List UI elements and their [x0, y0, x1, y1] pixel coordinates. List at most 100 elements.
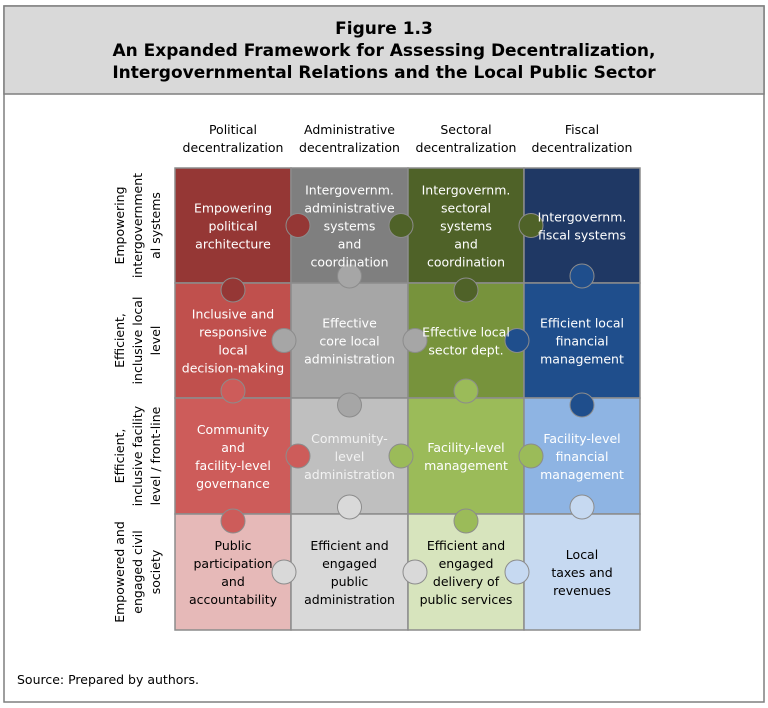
cell-text: Effective core local administration: [304, 316, 395, 367]
puzzle-knob: [337, 494, 362, 520]
cell-line: Community: [197, 422, 270, 437]
cell-line: coordination: [310, 255, 388, 270]
cell-line: governance: [196, 476, 270, 491]
cell-line: coordination: [427, 255, 505, 270]
puzzle-knob: [518, 443, 544, 469]
cell-line: management: [540, 352, 624, 367]
column-header: decentralization: [183, 140, 284, 155]
cell-text: Facility-level management: [424, 440, 508, 473]
cell-line: administration: [304, 352, 395, 367]
cell-line: financial: [556, 334, 609, 349]
puzzle-knob: [569, 392, 595, 418]
cell-line: Local: [566, 547, 598, 562]
puzzle-knob: [285, 443, 311, 469]
puzzle-knob: [285, 213, 311, 238]
cell-text: Local taxes and revenues: [551, 547, 612, 598]
cell-line: administrative: [304, 201, 395, 216]
row-header: Empowering intergovernment al systems: [112, 173, 163, 278]
row-header: Efficient, inclusive local level: [112, 297, 163, 385]
cell-line: architecture: [195, 237, 271, 252]
row-header: Efficient, inclusive facility level / fron…: [112, 405, 163, 506]
cell-text: Efficient local financial management: [540, 316, 624, 367]
cell-text: Intergovernm. administrative systems and coo…: [304, 183, 395, 270]
row-header-line: Empowering: [112, 186, 127, 264]
cell-text: Community-level administration: [304, 431, 395, 482]
cell-line: responsive: [199, 325, 267, 340]
column-header: decentralization: [299, 140, 400, 155]
row-header-line: Efficient,: [112, 313, 127, 368]
cell-line: level: [335, 449, 365, 464]
cell-text: Intergovernm. sectoral systems and coordinat…: [422, 183, 511, 270]
cell-text: Intergovernm. fiscal systems: [538, 210, 627, 243]
cell-text: Public participation and accountability: [189, 538, 278, 607]
column-header: decentralization: [532, 140, 633, 155]
puzzle-knob: [569, 494, 595, 520]
cell-text: Facility-level financial management: [540, 431, 624, 482]
cell-line: Efficient local: [540, 316, 624, 331]
cell-line: local: [218, 343, 247, 358]
cell-line: systems: [440, 219, 492, 234]
row-header: Empowered and engaged civil society: [112, 521, 163, 623]
puzzle-knob: [453, 277, 479, 303]
row-header-line: Efficient,: [112, 429, 127, 484]
column-header: Fiscal: [565, 122, 599, 137]
puzzle-knob: [518, 213, 544, 238]
cell-line: Facility-level: [427, 440, 504, 455]
row-header-line: level / front-line: [148, 406, 163, 505]
cell-line: engaged: [439, 556, 494, 571]
cell-line: and: [221, 574, 245, 589]
row-header-line: inclusive facility: [130, 405, 145, 506]
cell-line: political: [209, 219, 258, 234]
puzzle-knob: [402, 328, 428, 353]
puzzle-knob: [220, 378, 246, 404]
puzzle-knob: [402, 559, 428, 585]
figure-number: Figure 1.3: [335, 19, 433, 39]
puzzle-piece: [523, 282, 641, 399]
title-line: An Expanded Framework for Assessing Dece…: [112, 41, 655, 61]
puzzle-knob: [504, 559, 530, 585]
puzzle-grid: Empowering political architecture Intergove…: [174, 167, 641, 631]
cell-line: revenues: [553, 583, 611, 598]
cell-line: management: [424, 458, 508, 473]
cell-line: Efficient and: [310, 538, 388, 553]
row-header-line: intergovernment: [130, 173, 145, 278]
column-header: Sectoral: [440, 122, 491, 137]
cell-line: public: [331, 574, 369, 589]
column-header: decentralization: [416, 140, 517, 155]
title-line: Intergovernmental Relations and the Loca…: [112, 63, 656, 83]
puzzle-knob: [220, 277, 246, 303]
cell-line: and: [338, 237, 362, 252]
puzzle-piece: [407, 397, 525, 515]
cell-line: delivery of: [433, 574, 500, 589]
puzzle-piece: [174, 167, 292, 284]
cell-line: Facility-level: [543, 431, 620, 446]
column-header: Political: [209, 122, 257, 137]
puzzle-knob: [453, 508, 479, 534]
puzzle-knob: [569, 263, 595, 289]
cell-line: public services: [420, 592, 513, 607]
puzzle-knob: [453, 378, 479, 404]
cell-line: sector dept.: [428, 343, 503, 358]
puzzle-knob: [337, 263, 362, 289]
cell-line: Inclusive and: [192, 307, 274, 322]
cell-line: engaged: [322, 556, 377, 571]
cell-line: Empowering: [194, 201, 272, 216]
cell-line: Efficient and: [427, 538, 505, 553]
cell-line: decision-making: [182, 361, 284, 376]
cell-line: taxes and: [551, 565, 612, 580]
cell-line: Intergovernm.: [305, 183, 394, 198]
cell-text: Effective local sector dept.: [422, 325, 510, 358]
cell-line: and: [454, 237, 478, 252]
row-header-line: engaged civil: [130, 530, 145, 613]
puzzle-knob: [271, 559, 297, 585]
puzzle-knob: [504, 328, 530, 353]
cell-text: Efficient and engaged delivery of public se…: [420, 538, 513, 607]
row-header-line: level: [148, 326, 163, 356]
puzzle-piece: [174, 397, 292, 515]
puzzle-knob: [337, 392, 362, 418]
cell-line: Intergovernm.: [538, 210, 627, 225]
cell-line: participation: [194, 556, 273, 571]
puzzle-knob: [220, 508, 246, 534]
puzzle-piece: [290, 513, 409, 631]
cell-line: Effective: [322, 316, 377, 331]
